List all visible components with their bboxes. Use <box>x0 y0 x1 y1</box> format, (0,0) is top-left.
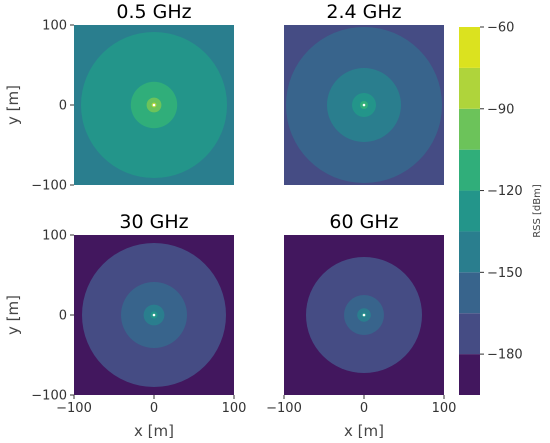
x-tick-label-30-ghz-1: 0 <box>150 401 158 416</box>
x-axis-label-30-ghz: x [m] <box>134 422 174 440</box>
colorbar-segment-4 <box>459 190 480 232</box>
colorbar-segment-2 <box>459 272 480 314</box>
panel-title-0-5-ghz: 0.5 GHz <box>116 1 191 23</box>
colorbar-segment-0 <box>459 354 480 395</box>
colorbar-segment-1 <box>459 313 480 355</box>
x-tick-label-30-ghz-0: −100 <box>56 401 92 416</box>
panel-title-60-ghz: 60 GHz <box>329 211 398 233</box>
colorbar-segment-7 <box>459 67 480 109</box>
colorbar-segment-3 <box>459 231 480 273</box>
y-axis-label-30-ghz: y [m] <box>4 295 22 335</box>
x-tick-label-60-ghz-0: −100 <box>266 401 302 416</box>
transmitter-point-30-ghz <box>152 313 156 317</box>
transmitter-point-2-4-ghz <box>362 103 366 107</box>
colorbar-segment-8 <box>459 27 480 68</box>
colorbar-tick-label-1: −90 <box>487 102 514 117</box>
y-tick-label-30-ghz-1: 0 <box>59 309 67 324</box>
colorbar-label: RSS [dBm] <box>532 184 543 238</box>
colorbar-segment-5 <box>459 149 480 191</box>
y-tick-label-0-5-ghz-1: 0 <box>59 99 67 114</box>
transmitter-point-0-5-ghz <box>152 103 156 107</box>
colorbar-tick-label-3: −150 <box>487 266 523 281</box>
y-tick-label-30-ghz-0: 100 <box>42 229 67 244</box>
x-tick-label-60-ghz-2: 100 <box>432 401 457 416</box>
colorbar-segment-6 <box>459 108 480 150</box>
y-tick-label-0-5-ghz-0: 100 <box>42 19 67 34</box>
x-tick-label-60-ghz-1: 0 <box>360 401 368 416</box>
colorbar-tick-label-2: −120 <box>487 184 523 199</box>
x-axis-label-60-ghz: x [m] <box>344 422 384 440</box>
y-tick-label-30-ghz-2: −100 <box>31 389 67 404</box>
panel-title-2-4-ghz: 2.4 GHz <box>326 1 401 23</box>
x-tick-label-30-ghz-2: 100 <box>222 401 247 416</box>
colorbar-tick-label-0: −60 <box>487 21 514 36</box>
transmitter-point-60-ghz <box>362 313 366 317</box>
y-tick-label-0-5-ghz-2: −100 <box>31 179 67 194</box>
y-axis-label-0-5-ghz: y [m] <box>4 85 22 125</box>
panel-title-30-ghz: 30 GHz <box>119 211 188 233</box>
colorbar-tick-label-4: −180 <box>487 348 523 363</box>
